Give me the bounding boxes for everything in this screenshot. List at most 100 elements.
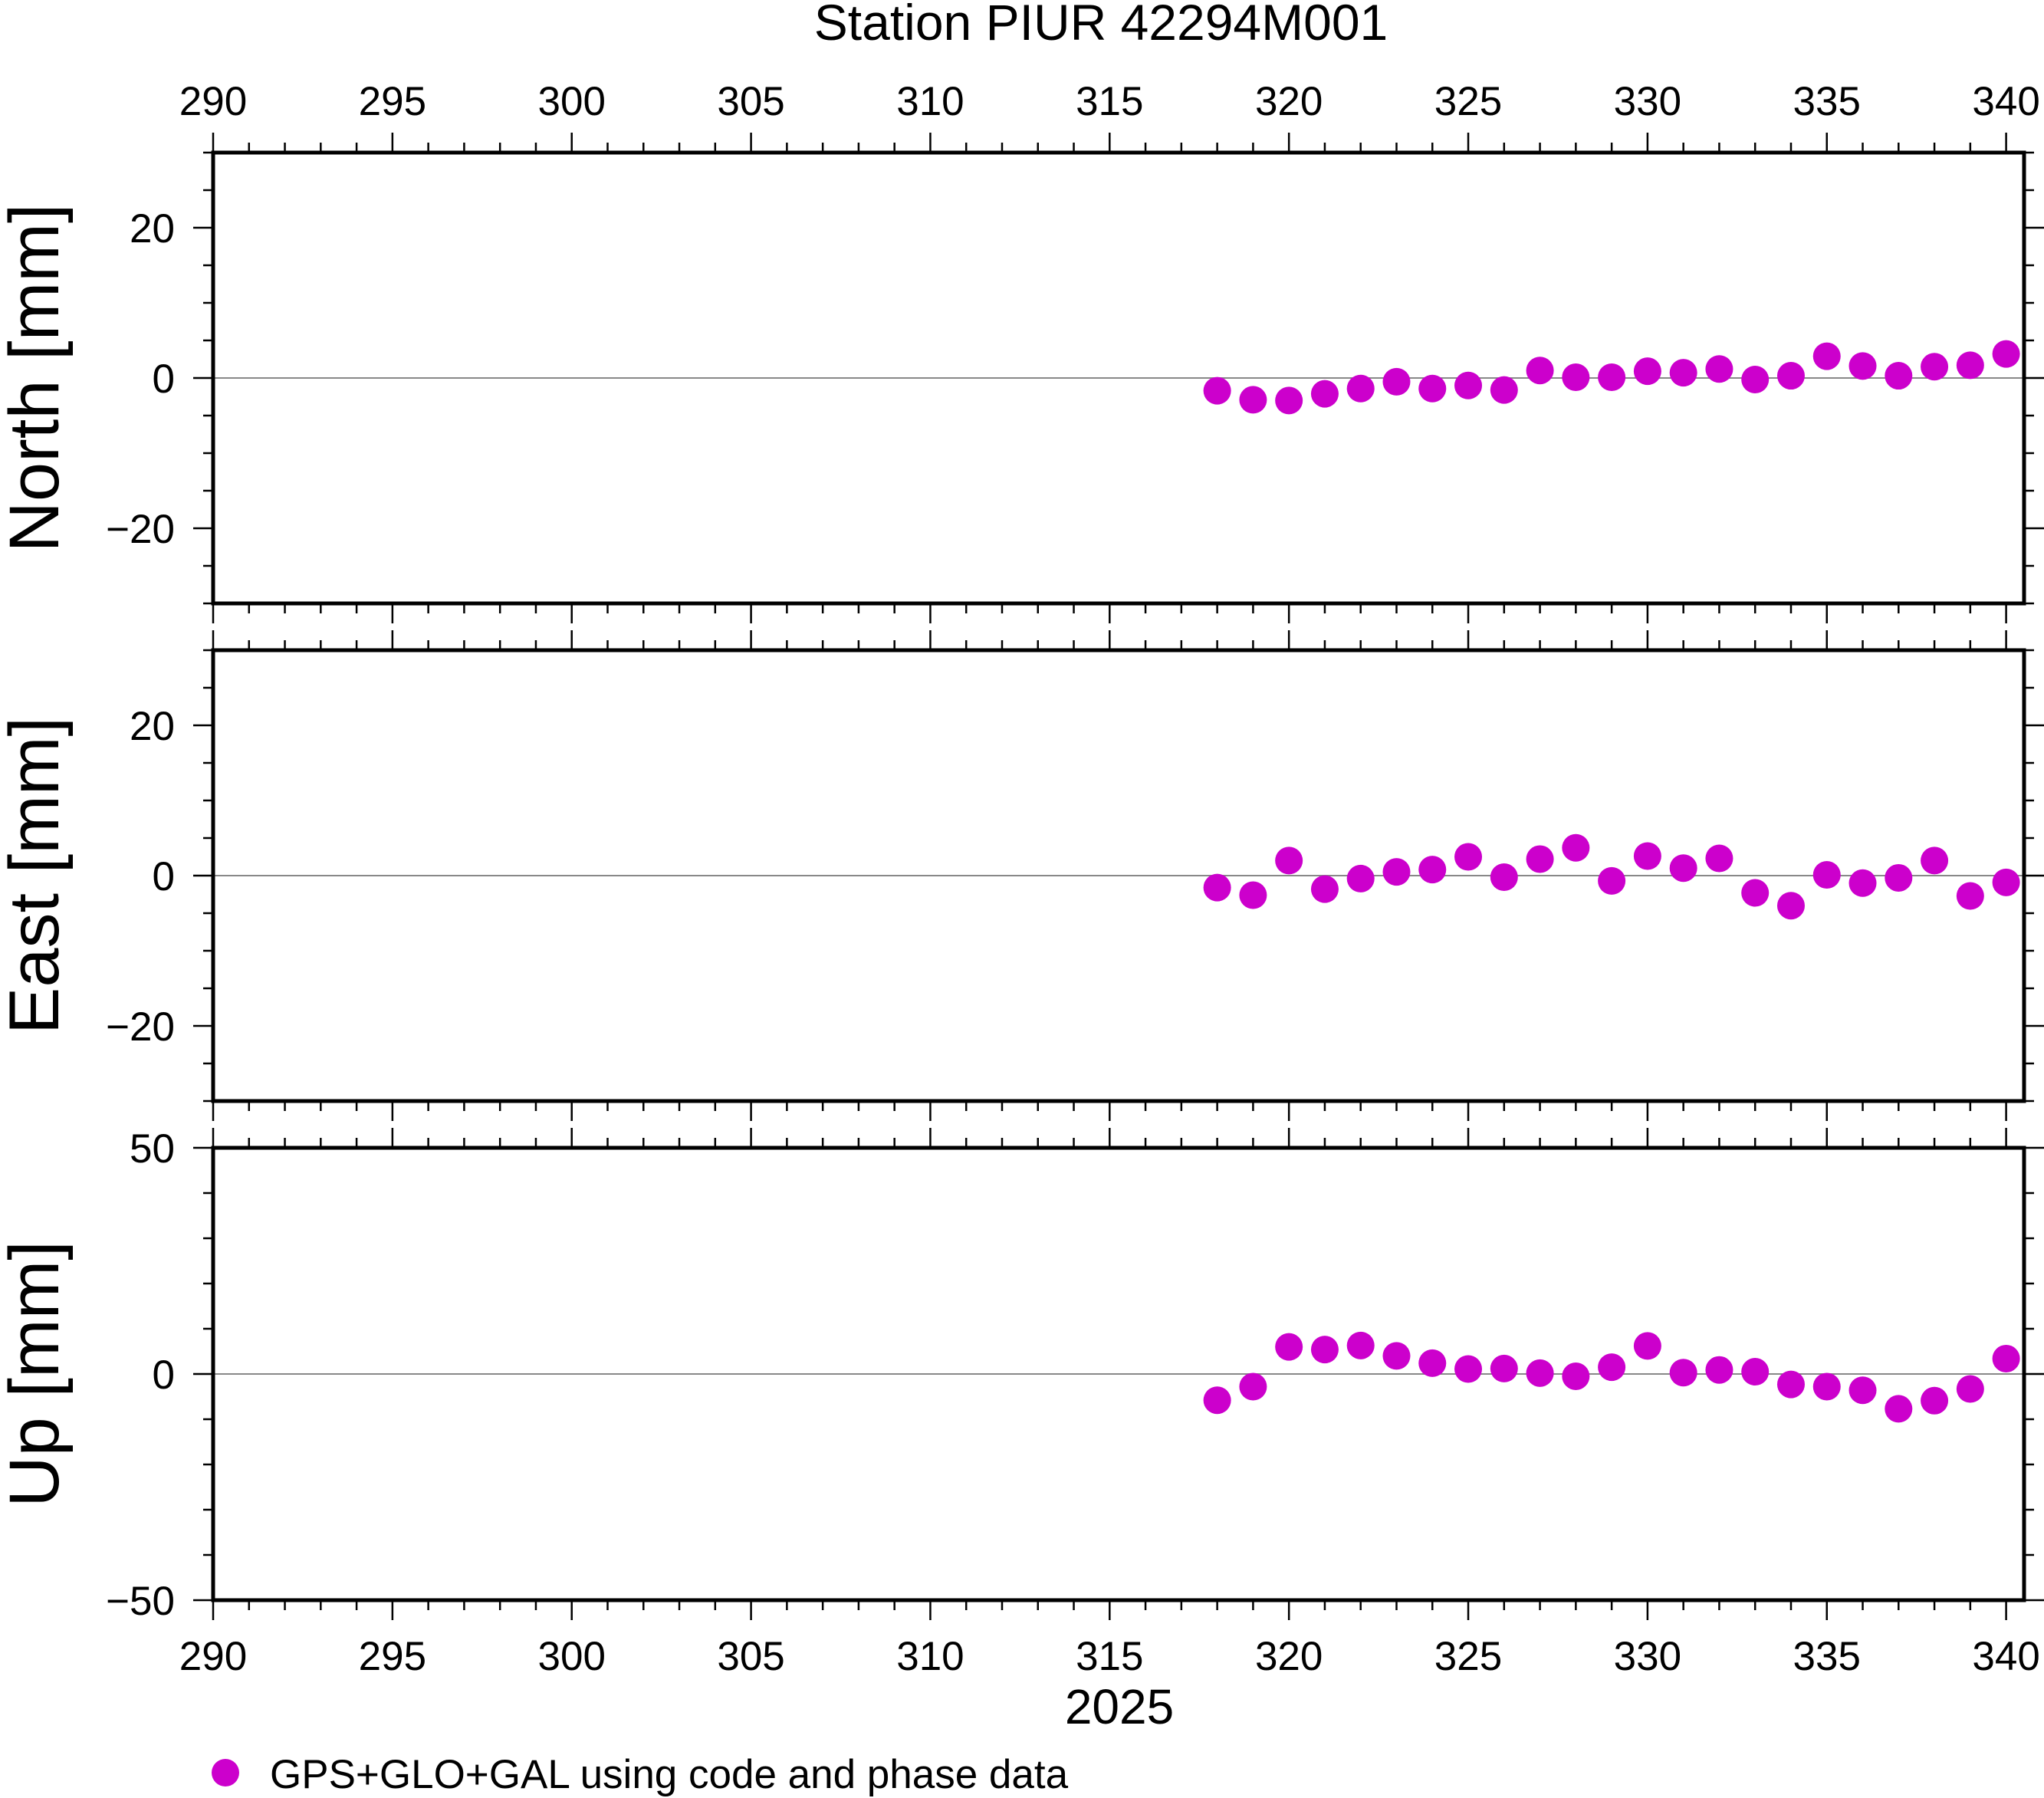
panel-frame: [211, 1146, 2026, 1602]
data-point: [1921, 1386, 1949, 1415]
data-point: [1812, 1372, 1841, 1401]
data-point: [1885, 1395, 1913, 1423]
x-tick-label-bottom: 300: [538, 1634, 606, 1679]
data-point: [1705, 844, 1733, 873]
data-point: [1526, 845, 1554, 873]
data-point: [1741, 1358, 1770, 1386]
x-tick-label-top: 295: [359, 79, 426, 124]
x-tick-label-bottom: 295: [359, 1634, 426, 1679]
data-point: [1741, 879, 1770, 907]
y-tick-label: −50: [106, 1579, 175, 1624]
data-point: [1705, 355, 1733, 383]
y-axis-label: Up [mm]: [0, 1241, 74, 1507]
data-point: [1562, 833, 1590, 862]
data-point: [1490, 1354, 1518, 1382]
legend: GPS+GLO+GAL using code and phase data: [212, 1752, 1069, 1797]
y-tick-label: −20: [106, 1004, 175, 1050]
data-point: [1921, 846, 1949, 875]
x-tick-label-bottom: 335: [1793, 1634, 1861, 1679]
y-tick-label: 0: [153, 854, 175, 899]
data-point: [1454, 371, 1483, 399]
data-point: [1382, 1342, 1411, 1370]
x-tick-label-top: 305: [717, 79, 784, 124]
data-point: [1633, 1332, 1661, 1360]
y-tick-label: 0: [153, 1353, 175, 1398]
data-point: [1454, 843, 1483, 871]
data-point: [1741, 365, 1770, 393]
x-tick-label-top: 300: [538, 79, 606, 124]
data-point: [1275, 846, 1303, 875]
data-point: [1885, 362, 1913, 390]
year-label: 2025: [1065, 1679, 1174, 1734]
data-point: [1598, 866, 1626, 895]
data-point: [1992, 1344, 2020, 1372]
data-point: [1310, 380, 1339, 408]
panel-frame: [211, 648, 2026, 1103]
data-point: [1812, 342, 1841, 370]
data-point: [1956, 1375, 1984, 1403]
legend-label: GPS+GLO+GAL using code and phase data: [270, 1752, 1069, 1797]
data-point: [1418, 856, 1447, 884]
x-tick-label-bottom: 315: [1076, 1634, 1143, 1679]
x-tick-label-bottom: 305: [717, 1634, 784, 1679]
x-tick-label-bottom: 330: [1614, 1634, 1681, 1679]
x-tick-label-top: 290: [179, 79, 247, 124]
x-tick-label-bottom: 325: [1434, 1634, 1502, 1679]
data-point: [1598, 363, 1626, 392]
data-point: [1490, 376, 1518, 404]
x-tick-label-top: 340: [1972, 79, 2039, 124]
data-point: [1921, 353, 1949, 381]
data-point: [1526, 1359, 1554, 1387]
data-point: [1776, 892, 1805, 920]
panel-east: −20 0 20 East [mm]: [0, 630, 2044, 1121]
panel-up: −50 0 50 290 295 300 305 310 315 320 325 330 335 340 U…: [0, 1126, 2044, 1679]
data-point: [1382, 858, 1411, 886]
data-point: [1490, 863, 1518, 891]
chart-title: Station PIUR 42294M001: [814, 0, 1388, 51]
data-point: [1454, 1355, 1483, 1383]
x-tick-label-top: 335: [1793, 79, 1861, 124]
panel-frame: [211, 150, 2026, 606]
data-point: [1310, 1336, 1339, 1364]
data-point: [1669, 854, 1697, 883]
data-point: [1526, 357, 1554, 385]
y-axis-label: North [mm]: [0, 204, 74, 553]
data-point: [1239, 1372, 1267, 1401]
y-axis-label: East [mm]: [0, 717, 74, 1034]
data-point: [1346, 1331, 1375, 1359]
y-tick-label: −20: [106, 507, 175, 552]
x-tick-label-top: 310: [896, 79, 964, 124]
data-point: [1776, 1370, 1805, 1399]
x-tick-label-top: 320: [1255, 79, 1323, 124]
data-point: [1275, 386, 1303, 415]
data-point: [1239, 386, 1267, 414]
data-point: [1203, 1386, 1231, 1415]
data-point: [1669, 359, 1697, 387]
data-point: [1992, 868, 2020, 896]
x-tick-label-top: 315: [1076, 79, 1143, 124]
data-point: [1346, 864, 1375, 892]
x-tick-label-top: 330: [1614, 79, 1681, 124]
data-point: [1669, 1359, 1697, 1387]
data-point: [1562, 363, 1590, 392]
data-point: [1956, 882, 1984, 910]
data-point: [1812, 861, 1841, 889]
x-tick-label-bottom: 290: [179, 1634, 247, 1679]
data-point: [1633, 842, 1661, 870]
data-point: [1346, 374, 1375, 403]
y-tick-label: 20: [130, 206, 175, 251]
data-point: [1705, 1356, 1733, 1384]
data-point: [1382, 367, 1411, 396]
x-tick-label-top: 325: [1434, 79, 1502, 124]
data-point: [1310, 875, 1339, 903]
data-point: [1418, 374, 1447, 403]
data-point: [1848, 1376, 1877, 1405]
data-point: [1203, 873, 1231, 902]
data-point: [1203, 376, 1231, 405]
data-point: [1562, 1362, 1590, 1390]
data-point: [1239, 881, 1267, 909]
data-point: [1956, 351, 1984, 380]
data-point: [1885, 863, 1913, 892]
legend-marker: [212, 1759, 239, 1786]
